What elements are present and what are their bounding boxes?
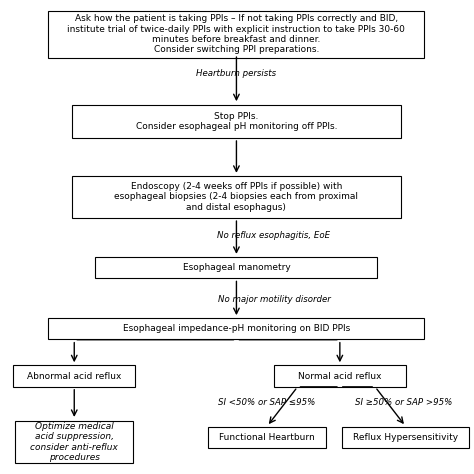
Text: Abnormal acid reflux: Abnormal acid reflux	[27, 372, 121, 381]
FancyBboxPatch shape	[72, 105, 401, 138]
FancyBboxPatch shape	[342, 427, 469, 448]
FancyBboxPatch shape	[208, 427, 326, 448]
Text: SI ≥50% or SAP >95%: SI ≥50% or SAP >95%	[355, 398, 452, 407]
Text: Esophageal impedance-pH monitoring on BID PPIs: Esophageal impedance-pH monitoring on BI…	[123, 324, 350, 333]
Text: No major motility disorder: No major motility disorder	[218, 295, 330, 304]
FancyBboxPatch shape	[72, 176, 401, 218]
FancyBboxPatch shape	[48, 11, 425, 58]
Text: Normal acid reflux: Normal acid reflux	[298, 372, 382, 381]
FancyBboxPatch shape	[274, 365, 406, 387]
Text: No reflux esophagitis, EoE: No reflux esophagitis, EoE	[218, 231, 330, 240]
Text: Stop PPIs.
Consider esophageal pH monitoring off PPIs.: Stop PPIs. Consider esophageal pH monito…	[136, 112, 337, 131]
FancyBboxPatch shape	[95, 257, 377, 278]
Text: Functional Heartburn: Functional Heartburn	[219, 433, 315, 442]
Text: Optimize medical
acid suppression,
consider anti-reflux
procedures: Optimize medical acid suppression, consi…	[30, 422, 118, 462]
Text: SI <50% or SAP ≤95%: SI <50% or SAP ≤95%	[219, 398, 316, 407]
Text: Endoscopy (2-4 weeks off PPIs if possible) with
esophageal biopsies (2-4 biopsie: Endoscopy (2-4 weeks off PPIs if possibl…	[114, 182, 358, 212]
Text: Heartburn persists: Heartburn persists	[196, 69, 276, 78]
Text: Esophageal manometry: Esophageal manometry	[182, 263, 290, 272]
Text: Ask how the patient is taking PPIs – If not taking PPIs correctly and BID,
insti: Ask how the patient is taking PPIs – If …	[67, 14, 405, 55]
Text: Reflux Hypersensitivity: Reflux Hypersensitivity	[353, 433, 458, 442]
FancyBboxPatch shape	[13, 365, 136, 387]
FancyBboxPatch shape	[48, 318, 425, 339]
FancyBboxPatch shape	[16, 421, 133, 463]
